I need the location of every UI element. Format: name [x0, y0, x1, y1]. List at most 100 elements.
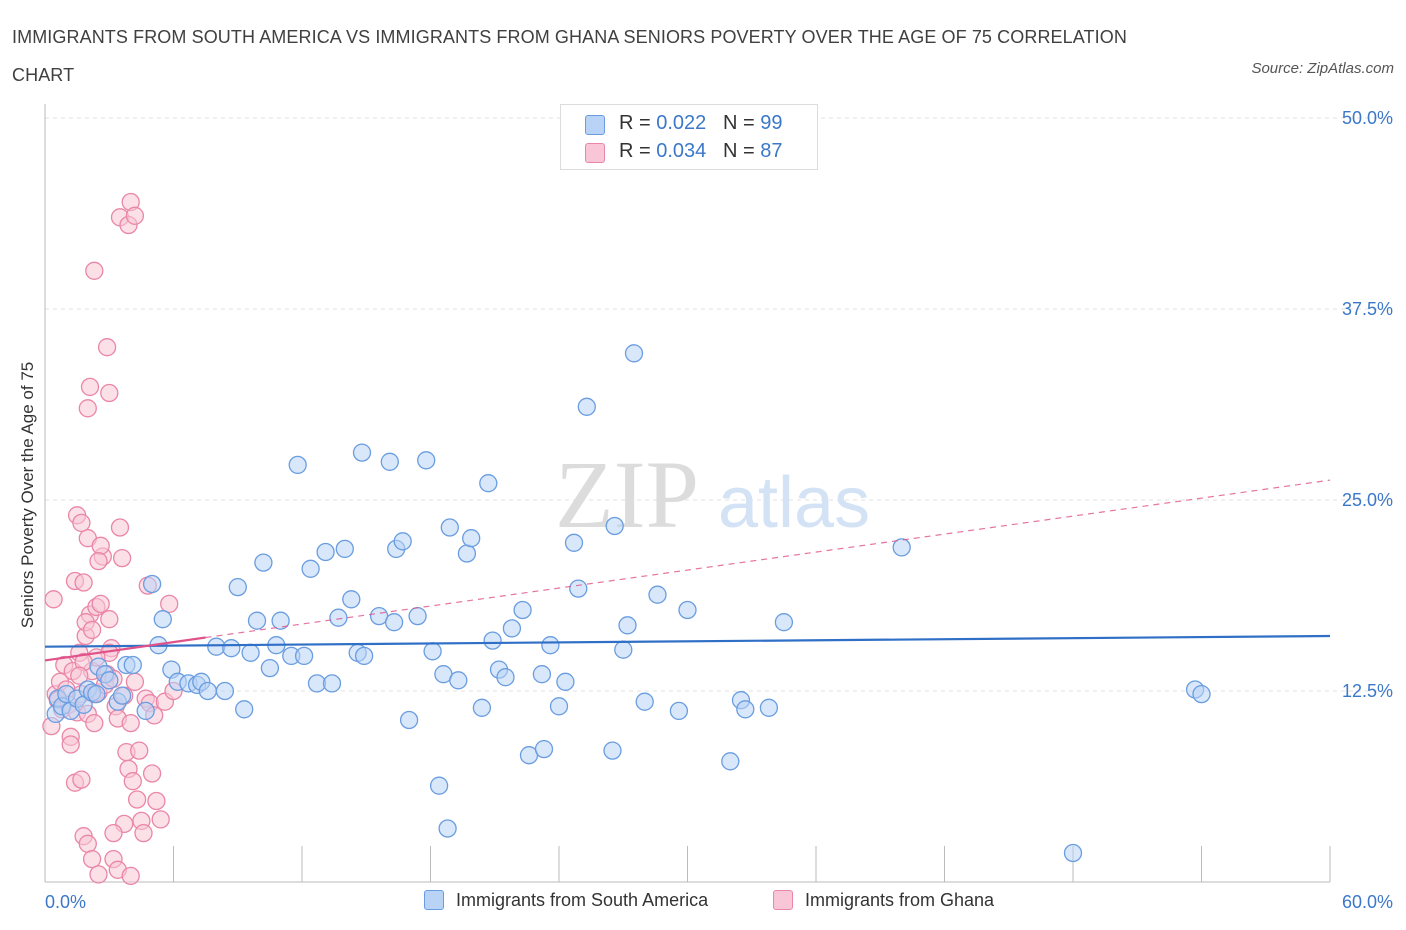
south-america-point [549, 697, 569, 716]
ghana-point [78, 399, 97, 418]
south-america-point [496, 668, 515, 687]
south-america-point [892, 538, 911, 557]
source-label: Source: ZipAtlas.com [1251, 60, 1394, 77]
south-america-point [228, 577, 247, 597]
south-america-point [614, 640, 633, 659]
legend-swatch-pink [585, 143, 605, 163]
legend-text: R = 0.022 N = 99 [619, 112, 782, 135]
ghana-point [127, 790, 147, 809]
y-tick-label: 37.5% [1342, 299, 1393, 319]
ghana-point [110, 518, 130, 537]
south-america-point [198, 681, 217, 701]
south-america-point [603, 741, 622, 760]
ghana-point [91, 536, 110, 555]
watermark: ZIP atlas [555, 441, 870, 548]
south-america-point [423, 642, 442, 661]
south-america-point [271, 611, 290, 630]
south-america-point [457, 544, 477, 563]
series-name: Immigrants from South America [456, 890, 709, 910]
south-america-point [87, 684, 106, 704]
south-america-point [142, 574, 162, 594]
south-america-point [502, 619, 522, 638]
south-america-point [429, 776, 449, 795]
ghana-point [97, 338, 117, 357]
ghana-point [91, 594, 110, 614]
ghana-point [134, 823, 153, 843]
ghana-point [72, 770, 91, 789]
south-america-point [648, 585, 667, 604]
south-america-point [207, 637, 226, 656]
ghana-point [121, 713, 140, 733]
south-america-point [294, 646, 314, 666]
n-value: 87 [760, 140, 783, 162]
trend-lines [44, 479, 1331, 662]
south-america-point [449, 671, 468, 690]
ghana-point [142, 764, 162, 783]
trend-line-extension [205, 479, 1331, 639]
south-america-point [774, 613, 794, 632]
ghana-point [112, 548, 132, 568]
south-america-point [678, 600, 697, 620]
ghana-point [78, 834, 97, 853]
south-america-point [556, 672, 575, 691]
south-america-trend-line [44, 634, 1331, 648]
ghana-point [61, 735, 80, 754]
south-america-point [564, 533, 584, 552]
ghana-trend-line [44, 636, 206, 662]
n-label: N = [722, 112, 761, 134]
ghana-point [160, 594, 179, 614]
ghana-point [130, 741, 149, 760]
r-label: R = [619, 112, 657, 134]
south-america-point [329, 608, 348, 627]
y-axis-label: Seniors Poverty Over the Age of 75 [18, 361, 37, 629]
south-america-point [260, 658, 280, 678]
grid-lines [45, 117, 1390, 692]
south-america-point [472, 698, 492, 717]
ghana-point [85, 261, 104, 280]
south-america-point [417, 451, 436, 470]
south-america-point [215, 681, 235, 701]
south-america-point [316, 542, 335, 562]
n-label: N = [722, 140, 761, 162]
ghana-point [89, 865, 108, 884]
south-america-point [322, 674, 342, 693]
y-tick-label: 50.0% [1342, 108, 1393, 128]
south-america-point [301, 559, 320, 578]
south-america-point [384, 613, 404, 632]
south-america-point [335, 539, 354, 559]
south-america-point [288, 455, 307, 475]
south-america-point [241, 643, 260, 662]
tick-labels: 12.5% 25.0% 37.5% 50.0% 0.0% 60.0% [45, 108, 1393, 912]
legend-swatch-blue [585, 115, 605, 135]
south-america-point [534, 739, 554, 759]
south-america-point [569, 579, 588, 598]
south-america-point [342, 590, 361, 609]
ghana-point [82, 620, 102, 640]
ghana-point [89, 551, 108, 571]
south-america-point [393, 532, 412, 551]
south-america-point [532, 665, 552, 684]
south-america-point [235, 700, 254, 719]
ghana-point [44, 590, 63, 609]
south-america-point [541, 636, 560, 655]
ghana-point [100, 610, 119, 629]
south-america-point [352, 443, 372, 462]
south-america-point [513, 600, 532, 620]
ghana-point [85, 713, 104, 733]
ghana-point [72, 513, 91, 533]
ghana-points [42, 192, 183, 886]
south-america-point [100, 671, 119, 690]
south-america-point [1063, 843, 1083, 863]
south-america-point [483, 631, 502, 650]
watermark-zip: ZIP [555, 441, 699, 548]
south-america-point [112, 686, 132, 705]
r-value: 0.022 [656, 112, 707, 134]
south-america-point [153, 610, 172, 629]
correlation-legend: R = 0.022 N = 99 R = 0.034 N = 87 [560, 104, 818, 170]
legend-text: R = 0.034 N = 87 [619, 140, 782, 163]
series-name: Immigrants from Ghana [805, 890, 995, 910]
axes [44, 104, 1331, 883]
south-america-point [479, 474, 498, 493]
south-america-point [624, 344, 644, 363]
